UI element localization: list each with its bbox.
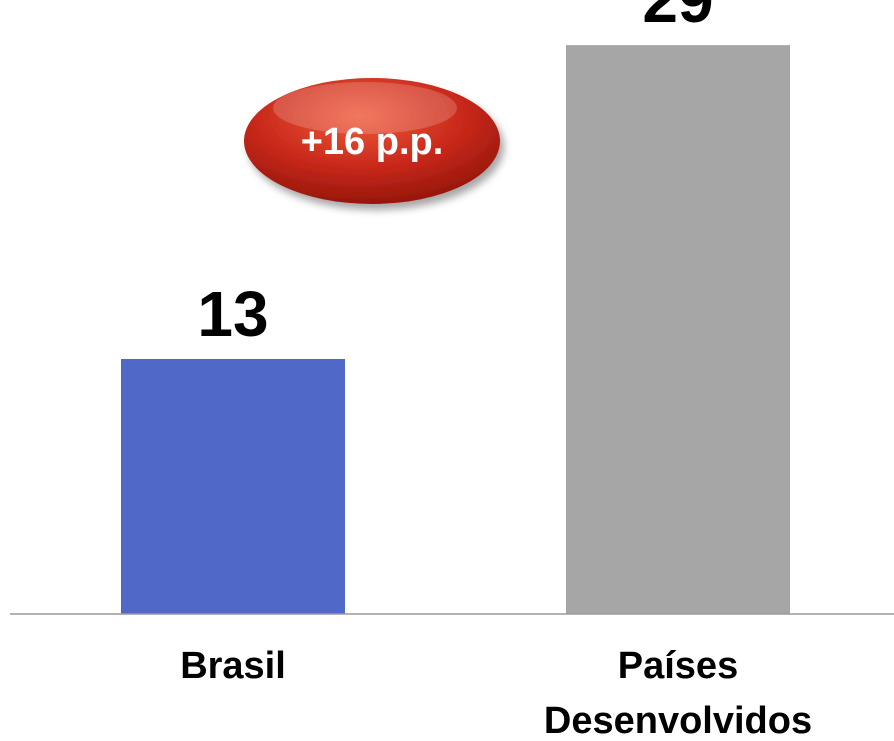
category-labels-group: Brasil Países Desenvolvidos [180,645,812,741]
value-labels-group: 13 29 [197,0,713,350]
bars-group [121,45,790,614]
difference-badge: +16 p.p. [244,78,500,204]
badge-ellipse [244,78,500,204]
value-label: 13 [197,278,268,350]
category-label: Desenvolvidos [544,700,812,741]
bar-paises-desenvolvidos [566,45,790,614]
category-label: Brasil [180,645,286,687]
value-label: 29 [642,0,713,36]
badge-text: +16 p.p. [301,121,444,163]
category-label: Países [618,645,738,687]
badge-highlight [273,82,457,134]
bar-brasil [121,358,345,614]
